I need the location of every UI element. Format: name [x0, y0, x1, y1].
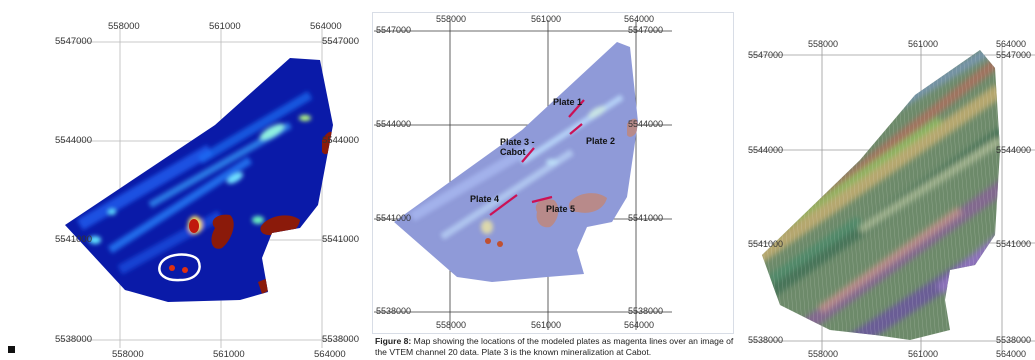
vtem-map-middle — [374, 20, 672, 330]
caption-text: Map showing the locations of the modeled… — [375, 336, 734, 357]
easting-bottom-3: 564000 — [624, 320, 655, 330]
cabot-outline — [158, 253, 201, 282]
northing-left-3: 5541000 — [55, 234, 92, 245]
list-bullet — [8, 346, 15, 353]
easting-bottom-3: 564000 — [996, 349, 1027, 359]
northing-right-4: 5538000 — [322, 334, 359, 345]
easting-bottom-1: 558000 — [112, 349, 144, 360]
caption-prefix: Figure 8: — [375, 336, 412, 346]
easting-top-1: 558000 — [108, 21, 140, 32]
magnetic-map-right — [750, 44, 1035, 352]
vtem-map-panel-middle — [372, 12, 734, 334]
easting-top-1: 558000 — [436, 14, 467, 24]
plate-4-label: Plate 4 — [470, 194, 500, 204]
magnetic-map-panel-right — [740, 30, 1035, 360]
northing-right-2: 5544000 — [996, 145, 1032, 155]
easting-top-3: 564000 — [624, 14, 655, 24]
vtem-anomalies — [409, 94, 638, 247]
easting-top-1: 558000 — [808, 39, 839, 49]
magnetic-texture — [762, 50, 1000, 340]
northing-right-4: 5538000 — [996, 335, 1032, 345]
easting-bottom-1: 558000 — [436, 320, 467, 330]
easting-bottom-2: 561000 — [531, 320, 562, 330]
plate-1-label: Plate 1 — [553, 97, 583, 107]
easting-bottom-2: 561000 — [213, 349, 245, 360]
vtem-map-left — [60, 28, 352, 348]
plate-5-line — [531, 195, 553, 204]
modeled-plate-lines — [489, 99, 585, 216]
vtem-map-panel-left: 558000 561000 564000 558000 561000 56400… — [0, 0, 370, 360]
northing-left-2: 5544000 — [376, 119, 412, 129]
northing-left-4: 5538000 — [748, 335, 784, 345]
easting-top-2: 561000 — [209, 21, 241, 32]
easting-bottom-2: 561000 — [908, 349, 939, 359]
plate-1-line — [568, 99, 585, 118]
northing-right-2: 5544000 — [322, 135, 359, 146]
plate-3-line — [521, 147, 535, 163]
northing-left-4: 5538000 — [55, 334, 92, 345]
easting-bottom-1: 558000 — [808, 349, 839, 359]
easting-top-3: 564000 — [310, 21, 342, 32]
vtem-anomalies — [77, 91, 333, 294]
easting-top-2: 561000 — [908, 39, 939, 49]
plate-4-line — [489, 194, 518, 216]
plate-2-line — [569, 123, 583, 135]
northing-left-4: 5538000 — [376, 306, 412, 316]
figure-caption: Figure 8: Map showing the locations of t… — [375, 336, 745, 357]
northing-right-1: 5547000 — [628, 25, 664, 35]
northing-right-1: 5547000 — [322, 36, 359, 47]
easting-top-3: 564000 — [996, 39, 1027, 49]
northing-right-3: 5541000 — [322, 234, 359, 245]
easting-top-2: 561000 — [531, 14, 562, 24]
easting-bottom-3: 564000 — [314, 349, 346, 360]
northing-right-1: 5547000 — [996, 50, 1032, 60]
northing-right-2: 5544000 — [628, 119, 664, 129]
plate-2-label: Plate 2 — [586, 136, 616, 146]
northing-left-2: 5544000 — [55, 135, 92, 146]
northing-left-1: 5547000 — [376, 25, 412, 35]
northing-left-2: 5544000 — [748, 145, 784, 155]
plate-3-label: Plate 3 - Cabot — [500, 137, 535, 157]
northing-right-4: 5538000 — [628, 306, 664, 316]
northing-left-3: 5541000 — [748, 239, 784, 249]
northing-right-3: 5541000 — [996, 239, 1032, 249]
northing-left-1: 5547000 — [748, 50, 784, 60]
northing-right-3: 5541000 — [628, 213, 664, 223]
northing-left-3: 5541000 — [376, 213, 412, 223]
plate-5-label: Plate 5 — [546, 204, 576, 214]
northing-left-1: 5547000 — [55, 36, 92, 47]
